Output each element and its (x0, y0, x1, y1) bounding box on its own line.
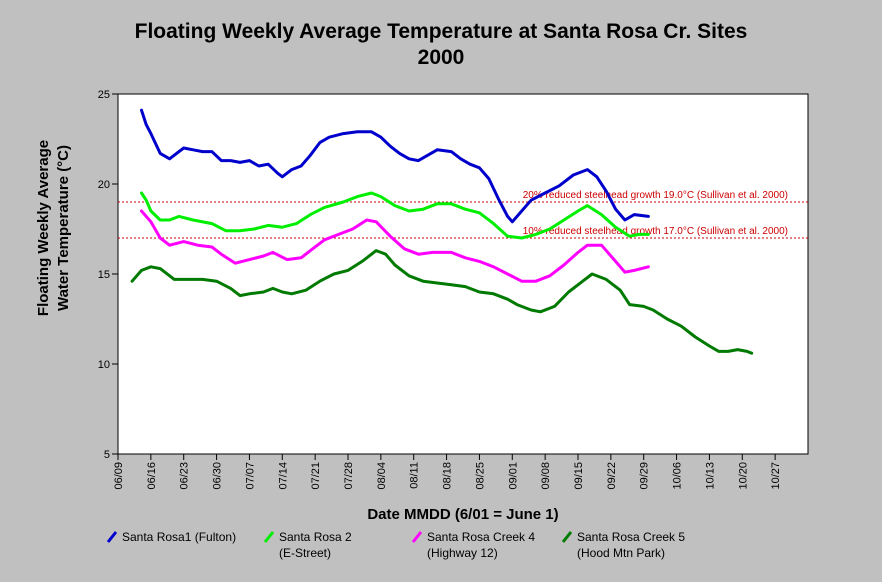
plot-area (117, 93, 809, 455)
y-axis-title-line1: Floating Weekly Average (35, 140, 52, 316)
series-line (130, 249, 754, 355)
legend-swatch (263, 531, 275, 543)
legend-label-sub: (Highway 12) (427, 546, 498, 560)
chart-title: Floating Weekly Average Temperature at S… (134, 20, 748, 43)
series-line (140, 108, 650, 224)
legend-swatch (411, 531, 423, 543)
reference-line-label: 10% reduced steelhead growth 17.0°C (Sul… (523, 226, 788, 237)
legend-label: Santa Rosa1 (Fulton) (122, 530, 236, 544)
chart-subtitle: 2000 (417, 46, 465, 69)
legend-swatch (106, 531, 118, 543)
x-tick-label: 06/23 (179, 462, 191, 490)
series-line (140, 191, 650, 240)
x-tick-label: 09/29 (639, 462, 651, 490)
x-tick-label: 07/21 (310, 462, 322, 490)
x-tick-label: 06/09 (113, 462, 125, 490)
x-tick-label: 06/30 (212, 462, 224, 490)
x-tick-label: 08/18 (442, 462, 454, 490)
x-tick-label: 10/20 (737, 462, 749, 490)
x-tick-label: 10/13 (704, 462, 716, 490)
x-tick-label: 07/28 (343, 462, 355, 490)
y-axis-title-line2: Water Temperature (°C) (55, 145, 72, 311)
x-tick-label: 06/16 (146, 462, 158, 490)
y-tick-label: 5 (104, 449, 110, 461)
x-tick-label: 09/15 (573, 462, 585, 490)
legend-label: Santa Rosa 2 (279, 530, 352, 544)
legend-label: Santa Rosa Creek 4 (427, 530, 535, 544)
x-tick-label: 09/08 (540, 462, 552, 490)
y-tick-label: 15 (98, 269, 110, 281)
x-tick-label: 08/11 (409, 462, 421, 489)
reference-line-label: 20% reduced steelhead growth 19.0°C (Sul… (523, 190, 788, 201)
x-tick-label: 10/27 (770, 462, 782, 490)
x-tick-label: 08/04 (376, 462, 388, 490)
x-tick-label: 07/14 (277, 462, 289, 490)
y-tick-label: 25 (98, 89, 110, 101)
legend-label-sub: (E-Street) (279, 546, 331, 560)
x-tick-label: 09/22 (606, 462, 618, 490)
x-axis-title: Date MMDD (6/01 = June 1) (367, 506, 558, 523)
legend-label: Santa Rosa Creek 5 (577, 530, 685, 544)
series-line (140, 209, 650, 283)
x-tick-label: 07/07 (244, 462, 256, 490)
y-tick-label: 10 (98, 359, 110, 371)
x-tick-label: 10/06 (672, 462, 684, 490)
x-tick-label: 08/25 (474, 462, 486, 490)
legend-label-sub: (Hood Mtn Park) (577, 546, 665, 560)
y-tick-label: 20 (98, 179, 110, 191)
legend-swatch (561, 531, 573, 543)
x-tick-label: 09/01 (507, 462, 519, 490)
